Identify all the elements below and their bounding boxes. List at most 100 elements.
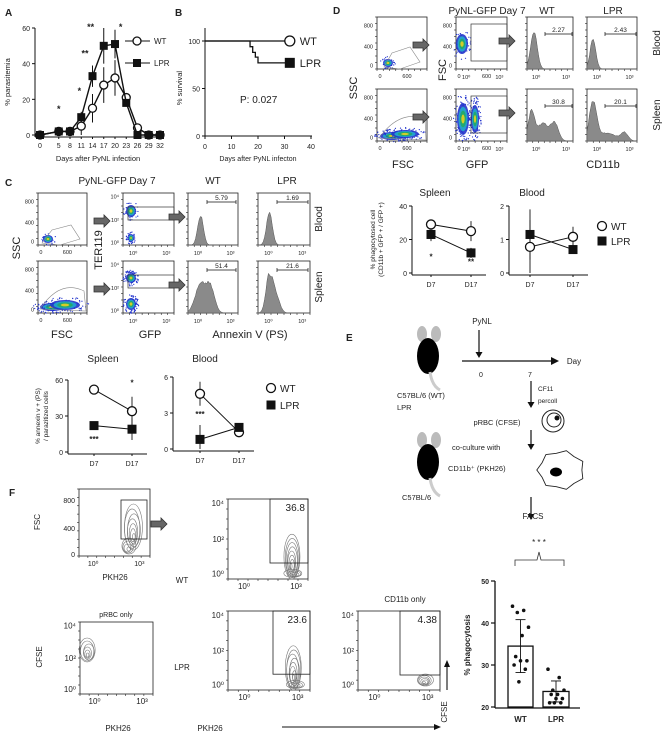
event-dot — [67, 310, 69, 312]
mouse-tail — [428, 477, 441, 498]
gate-arrow-icon — [412, 38, 430, 52]
event-dot — [411, 138, 413, 140]
x-tick-label: 10⁰ — [89, 697, 101, 706]
event-dot — [468, 48, 470, 50]
event-dot — [127, 202, 129, 205]
plot-title: Spleen — [419, 188, 450, 199]
x-tick-label: 0 — [39, 318, 42, 324]
cfse-pkh26-plot-prbc-only — [78, 621, 154, 696]
x-tick-label: 0 — [203, 144, 207, 151]
event-dot — [477, 130, 479, 132]
contour-line — [288, 681, 303, 689]
event-dot — [130, 283, 132, 285]
contour-line — [78, 637, 96, 663]
data-point-lpr — [568, 245, 578, 255]
arrow-down-icon — [475, 352, 483, 358]
plot-title: Spleen — [87, 354, 118, 365]
event-dot — [131, 242, 134, 244]
y-tick-label: 0 — [26, 133, 30, 140]
event-dot — [454, 130, 457, 132]
pynl-label: PyNL — [472, 317, 492, 326]
cd11b-histogram-lpr-spleen — [585, 88, 638, 143]
contour-line — [84, 649, 91, 659]
data-point — [517, 680, 521, 684]
event-dot — [415, 130, 417, 132]
x-tick-label: 10³ — [495, 147, 503, 153]
x-tick-label: 10³ — [626, 75, 634, 81]
event-dot — [61, 297, 63, 299]
event-dot — [125, 271, 127, 273]
fsc-gfp-plot-blood — [453, 16, 508, 71]
event-dot — [476, 100, 478, 102]
event-dot — [455, 33, 458, 36]
event-dot — [387, 129, 389, 131]
mouse-ear — [417, 326, 427, 342]
significance-marker: * — [78, 86, 82, 96]
contour-line — [126, 546, 131, 552]
data-point-wt — [194, 388, 206, 399]
event-dot — [467, 101, 469, 103]
event-dot — [57, 312, 59, 314]
y-tick-label: 0 — [500, 271, 504, 278]
density-contour — [473, 115, 477, 123]
data-point — [515, 610, 520, 615]
data-point — [512, 663, 516, 667]
data-point — [557, 675, 561, 680]
fsc-ssc-gate — [383, 46, 421, 70]
y-tick-label: 10⁴ — [111, 262, 120, 269]
data-point-lpr — [426, 229, 436, 239]
event-dot — [125, 206, 127, 209]
y-tick-label: 800 — [364, 95, 373, 101]
y-tick-label: 800 — [63, 498, 75, 505]
y-tick-label: 10² — [64, 654, 76, 663]
x-tick-label: 600 — [63, 318, 72, 324]
event-dot — [79, 301, 81, 303]
event-dot — [136, 300, 138, 302]
event-dot — [390, 136, 392, 139]
data-point-lpr — [88, 72, 97, 81]
event-dot — [459, 133, 461, 135]
significance-marker: ** — [81, 49, 89, 59]
event-dot — [132, 271, 134, 273]
x-tick-label: LPR — [548, 715, 564, 724]
event-dot — [71, 311, 73, 313]
event-dot — [34, 307, 36, 310]
y-tick-label: 0 — [449, 135, 452, 141]
x-tick-label: 10³ — [162, 319, 170, 325]
event-dot — [129, 232, 131, 234]
series-line-wt — [199, 393, 240, 433]
event-dot — [384, 134, 386, 136]
x-tick-label: 10⁰ — [462, 74, 471, 81]
data-point-lpr — [525, 229, 535, 239]
event-dot — [413, 136, 415, 139]
event-dot — [129, 269, 131, 271]
gate-percentage: 30.8 — [552, 99, 565, 106]
cfse-pkh26-plot-cd11b-only — [356, 610, 441, 692]
cd11b-histogram-wt-spleen — [525, 88, 574, 143]
event-dot — [381, 138, 383, 140]
x-tick-label: 23 — [122, 143, 130, 150]
cd11b-histogram-wt-blood — [525, 16, 574, 71]
event-dot — [129, 285, 131, 287]
event-dot — [480, 115, 482, 118]
ter119-gfp-plot-spleen — [121, 260, 175, 315]
event-dot — [129, 311, 131, 314]
event-dot — [393, 136, 395, 139]
event-dot — [467, 132, 469, 134]
y-tick-label: 10⁰ — [111, 239, 120, 246]
x-tick-label: 0 — [39, 250, 42, 256]
event-dot — [131, 295, 133, 297]
event-dot — [418, 128, 420, 131]
legend-marker-lpr — [133, 59, 141, 67]
x-tick-label: 0 — [378, 146, 381, 152]
event-dot — [122, 305, 125, 307]
data-point-lpr — [54, 127, 63, 136]
y-tick-label: 0 — [71, 552, 75, 559]
x-axis-label-gfp: GFP — [139, 329, 162, 341]
legend-marker-wt — [596, 220, 608, 232]
event-dot — [129, 216, 131, 219]
event-dot — [385, 130, 387, 132]
x-tick-label: 0 — [378, 74, 381, 80]
x-tick-label: 10³ — [298, 251, 306, 257]
contour-line — [121, 537, 137, 555]
